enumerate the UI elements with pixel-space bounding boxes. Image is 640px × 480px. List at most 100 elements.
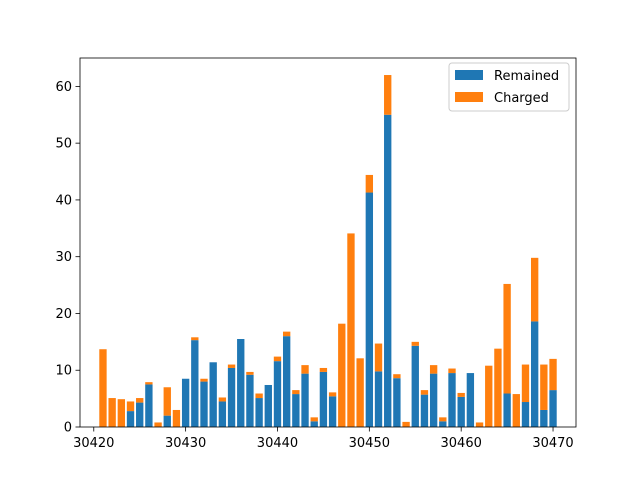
bar-charged-30445 <box>319 367 328 372</box>
bar-charged-30422 <box>108 398 116 427</box>
bar-remained-30441 <box>282 336 291 427</box>
bar-charged-30452 <box>384 75 392 115</box>
bar-remained-30467 <box>521 402 530 427</box>
bar-charged-30465 <box>503 283 511 394</box>
bar-charged-30442 <box>292 390 300 395</box>
bar-charged-30470 <box>549 358 557 391</box>
bar-remained-30438 <box>255 398 263 427</box>
bar-remained-30457 <box>429 373 438 427</box>
bar-charged-30457 <box>429 365 438 374</box>
bar-remained-30450 <box>365 192 374 427</box>
bar-remained-30436 <box>237 339 245 427</box>
bar-remained-30433 <box>209 362 217 427</box>
bar-charged-30444 <box>310 417 318 422</box>
bar-charged-30440 <box>273 356 282 362</box>
bar-charged-30446 <box>328 392 337 397</box>
legend: Remained Charged <box>448 62 570 112</box>
bar-remained-30459 <box>448 373 456 427</box>
bar-remained-30439 <box>264 384 272 427</box>
bar-charged-30468 <box>530 257 539 322</box>
bar-charged-30466 <box>512 394 520 427</box>
bar-charged-30427 <box>154 422 162 427</box>
bar-remained-30456 <box>420 394 429 427</box>
axes-group: 30420 30430 30440 30450 30460 30470 0 10 20 30 40 5… <box>55 57 577 451</box>
legend-label-remained: Remained <box>494 69 559 84</box>
bar-remained-30470 <box>549 390 557 427</box>
bar-charged-30463 <box>485 365 493 427</box>
bar-charged-30460 <box>457 392 465 397</box>
bar-charged-30429 <box>172 409 181 427</box>
bar-charged-30443 <box>301 365 309 374</box>
bar-remained-30458 <box>439 421 447 427</box>
bar-remained-30444 <box>310 421 318 427</box>
x-tick-label-30450: 30450 <box>349 436 390 451</box>
bar-charged-30448 <box>347 233 355 427</box>
bar-remained-30442 <box>292 394 300 427</box>
bar-charged-30441 <box>282 331 291 337</box>
bar-remained-30453 <box>393 378 401 427</box>
y-tick-label-50: 50 <box>55 137 72 152</box>
bar-charged-30467 <box>521 364 530 403</box>
bar-charged-30450 <box>365 174 374 193</box>
x-tick-label-30440: 30440 <box>257 436 298 451</box>
bar-charged-30462 <box>475 422 484 427</box>
bar-charged-30421 <box>99 349 107 427</box>
bar-charged-30437 <box>246 371 254 375</box>
bar-remained-30434 <box>218 401 227 427</box>
bar-charged-30464 <box>494 348 502 427</box>
y-tick-label-10: 10 <box>55 364 72 379</box>
legend-swatch-charged <box>455 92 483 102</box>
bar-charged-30449 <box>356 358 364 427</box>
bar-charged-30434 <box>218 397 227 402</box>
bar-remained-30424 <box>126 411 135 427</box>
plot-frame <box>79 57 577 428</box>
bar-charged-30453 <box>393 374 401 379</box>
bar-remained-30445 <box>319 371 328 427</box>
bar-remained-30465 <box>503 393 511 427</box>
bar-charged-30438 <box>255 393 263 399</box>
bar-remained-30426 <box>145 384 153 427</box>
y-tick-label-40: 40 <box>55 193 72 208</box>
bar-charged-30469 <box>540 364 548 410</box>
bar-remained-30451 <box>374 371 383 427</box>
y-tick-label-0: 0 <box>64 421 72 436</box>
bar-remained-30430 <box>181 378 190 427</box>
bar-remained-30469 <box>540 409 548 427</box>
bar-charged-30431 <box>191 337 199 341</box>
bar-remained-30440 <box>273 361 282 427</box>
bar-remained-30468 <box>530 321 539 427</box>
bar-charged-30435 <box>227 364 236 368</box>
bar-remained-30461 <box>466 373 475 427</box>
bar-charged-30447 <box>338 323 346 427</box>
x-tick-label-30460: 30460 <box>441 436 482 451</box>
bar-remained-30437 <box>246 374 254 427</box>
bar-remained-30452 <box>384 114 392 428</box>
bar-charged-30451 <box>374 343 383 372</box>
bar-remained-30432 <box>200 381 208 427</box>
bar-remained-30455 <box>411 345 419 427</box>
bar-charged-30456 <box>420 390 429 395</box>
legend-label-charged: Charged <box>494 91 549 106</box>
bars-group <box>99 75 557 428</box>
bar-remained-30435 <box>227 367 236 427</box>
y-tick-label-20: 20 <box>55 307 72 322</box>
bar-charged-30423 <box>117 399 126 427</box>
bar-remained-30460 <box>457 396 465 427</box>
bar-charged-30425 <box>136 398 144 403</box>
bar-charged-30455 <box>411 341 419 346</box>
bar-remained-30431 <box>191 340 199 427</box>
bar-remained-30443 <box>301 373 309 427</box>
bar-remained-30446 <box>328 396 337 427</box>
x-tick-label-30430: 30430 <box>165 436 206 451</box>
x-tick-label-30420: 30420 <box>73 436 114 451</box>
y-tick-label-60: 60 <box>55 80 72 95</box>
bar-charged-30458 <box>439 417 447 422</box>
bar-charged-30454 <box>402 421 410 427</box>
bar-charged-30424 <box>126 401 135 412</box>
bar-charged-30459 <box>448 368 456 374</box>
bar-remained-30425 <box>136 402 144 427</box>
legend-swatch-remained <box>455 70 483 80</box>
y-tick-label-30: 30 <box>55 250 72 265</box>
bar-charged-30432 <box>200 378 208 382</box>
